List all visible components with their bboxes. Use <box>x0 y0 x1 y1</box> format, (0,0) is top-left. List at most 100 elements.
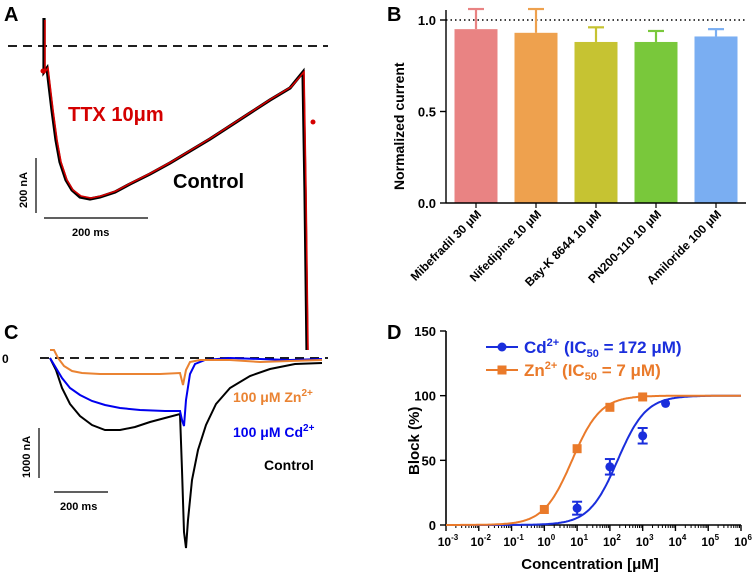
panel-d-point <box>638 431 648 441</box>
panel-b-bar <box>634 41 678 204</box>
panel-d-xtick-exp: 0 <box>551 533 556 542</box>
panel-d-xtick-base: 10 <box>471 535 485 549</box>
panel-a-control-label: Control <box>173 171 244 193</box>
panel-d-xtick-exp: 3 <box>649 533 654 542</box>
panel-d-xtick-exp: 1 <box>584 533 589 542</box>
panel-d-point <box>605 402 615 412</box>
panel-d-xtick-label: 101 <box>570 533 588 549</box>
panel-c-zn-label: 100 μM Zn2+ <box>233 388 313 405</box>
panel-c-cd-label-text: 100 μM Cd <box>233 424 303 440</box>
panel-a-letter: A <box>4 4 18 26</box>
legend-zn-post: = 7 μM) <box>597 361 661 380</box>
panel-d-xlabel: Concentration [μM] <box>521 556 659 573</box>
panel-d-xtick-base: 10 <box>537 535 551 549</box>
panel-d-xtick-label: 10-1 <box>503 533 524 549</box>
legend-zn-sub: 50 <box>585 371 597 383</box>
panel-d-fit-curves <box>446 394 741 526</box>
legend-cd-sub: 50 <box>587 348 599 360</box>
panel-b-ytick-label: 0.5 <box>418 105 436 120</box>
panel-d-xtick-exp: -3 <box>451 533 459 542</box>
panel-c-cd-sup: 2+ <box>303 423 315 434</box>
panel-d-xtick-base: 10 <box>603 535 617 549</box>
panel-d-fit-curve <box>446 394 741 526</box>
panel-d-ylabel: Block (%) <box>406 407 423 475</box>
panel-b-bar <box>454 29 498 204</box>
legend-zn-pre: Zn <box>524 361 545 380</box>
panel-d-ytick-label: 100 <box>414 389 436 404</box>
panel-b: B Normalized current 0.0 0.5 1.0 Mibefradi… <box>387 4 746 289</box>
panel-d-xtick-base: 10 <box>734 535 748 549</box>
panel-d-xtick-label: 104 <box>669 533 687 549</box>
legend-cd-pre: Cd <box>524 338 547 357</box>
legend-zn-mid: (IC <box>557 361 584 380</box>
panel-c-cd-label: 100 μM Cd2+ <box>233 423 315 440</box>
panel-a-red-dot-right <box>310 119 316 125</box>
panel-c-zero-label: 0 <box>2 352 9 366</box>
panel-a-ttx-label: TTX 10μm <box>68 104 164 126</box>
panel-d-xtick-label: 10-2 <box>471 533 492 549</box>
legend-cd-sup: 2+ <box>547 337 560 349</box>
legend-cd-marker <box>497 342 507 352</box>
legend-cd-label: Cd2+ (IC50 = 172 μM) <box>524 337 682 360</box>
panel-d-ytick-label: 50 <box>422 453 436 468</box>
panel-d-xtick-label: 100 <box>537 533 555 549</box>
panel-d-xtick-label: 103 <box>636 533 654 549</box>
panel-d: D Block (%) Concentration [μM] 050100150… <box>387 322 752 573</box>
panel-b-bar <box>694 36 738 203</box>
panel-d-point <box>572 444 582 454</box>
legend-cd-mid: (IC <box>559 338 586 357</box>
panel-d-ytick-label: 0 <box>429 518 436 533</box>
panel-d-xtick-base: 10 <box>636 535 650 549</box>
panel-d-xtick-label: 105 <box>701 533 719 549</box>
panel-b-y-ticks: 0.0 0.5 1.0 <box>418 13 446 211</box>
panel-c-letter: C <box>4 322 18 344</box>
panel-c-cd-trace <box>49 356 323 427</box>
panel-d-ytick-label: 150 <box>414 324 436 339</box>
legend-zn-label: Zn2+ (IC50 = 7 μM) <box>524 360 661 383</box>
panel-d-point <box>605 462 615 472</box>
panel-c-zn-trace <box>50 349 323 386</box>
panel-d-point <box>661 398 671 408</box>
panel-b-bar <box>574 41 618 204</box>
panel-d-xtick-exp: 2 <box>616 533 621 542</box>
panel-d-xtick-exp: 4 <box>682 533 687 542</box>
panel-d-xtick-base: 10 <box>438 535 452 549</box>
panel-d-point <box>572 503 582 513</box>
panel-d-xtick-exp: 5 <box>715 533 720 542</box>
panel-c-zn-label-text: 100 μM Zn <box>233 389 301 405</box>
panel-d-point <box>539 504 549 514</box>
panel-d-fit-curve <box>446 394 741 526</box>
panel-a-red-dot-left <box>40 68 46 74</box>
panel-c-scale-x-label: 200 ms <box>60 501 97 513</box>
panel-a-scale-x-label: 200 ms <box>72 227 109 239</box>
legend-zn-marker <box>497 365 507 375</box>
panel-b-bar <box>514 32 558 204</box>
panel-d-xtick-base: 10 <box>669 535 683 549</box>
panel-a: A TTX 10μm Control 200 nA 200 ms <box>4 4 328 351</box>
panel-d-xtick-base: 10 <box>701 535 715 549</box>
panel-b-ytick-label: 0.0 <box>418 196 436 211</box>
panel-c-scale-y-label: 1000 nA <box>21 436 33 478</box>
panel-c-control-trace <box>49 357 323 549</box>
panel-d-point <box>638 392 648 402</box>
panel-d-legend: Cd2+ (IC50 = 172 μM) Zn2+ (IC50 = 7 μM) <box>486 337 682 383</box>
legend-cd-post: = 172 μM) <box>599 338 682 357</box>
panel-d-xtick-label: 102 <box>603 533 621 549</box>
panel-c-control-label: Control <box>264 457 314 473</box>
panel-c: C 0 100 μM Zn2+ 100 μM Cd2+ Control 1000… <box>2 322 328 549</box>
panel-d-xtick-exp: 6 <box>747 533 752 542</box>
panel-d-xtick-exp: -2 <box>484 533 492 542</box>
panel-b-ytick-label: 1.0 <box>418 13 436 28</box>
panel-d-points <box>539 392 671 516</box>
panel-b-bars <box>454 7 738 204</box>
panel-c-zn-sup: 2+ <box>301 388 313 399</box>
panel-a-scale-y-label: 200 nA <box>18 172 30 208</box>
legend-zn-sup: 2+ <box>545 360 558 372</box>
panel-b-letter: B <box>387 4 401 26</box>
panel-a-ttx-trace <box>44 20 309 351</box>
panel-d-xtick-label: 10-3 <box>438 533 459 549</box>
panel-b-ylabel: Normalized current <box>391 62 407 190</box>
